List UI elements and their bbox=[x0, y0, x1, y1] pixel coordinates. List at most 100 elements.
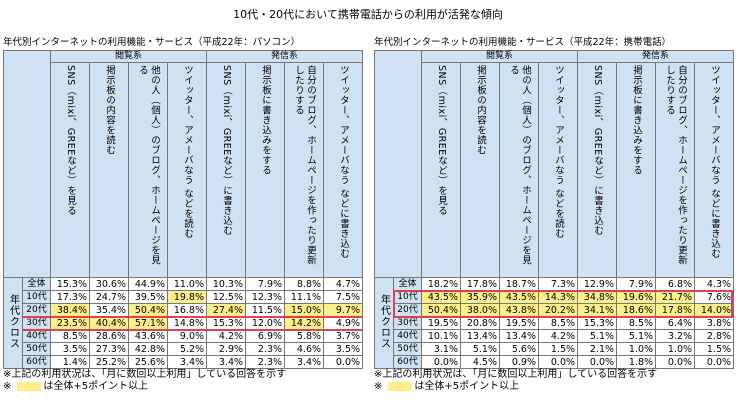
value-cell: 10.3% bbox=[206, 277, 247, 291]
value-cell: 40.4% bbox=[89, 316, 129, 330]
highlight-legend: ※ は全体+5ポイント以上 bbox=[3, 381, 362, 393]
value-cell: 4.2% bbox=[206, 329, 247, 343]
value-cell: 19.8% bbox=[166, 290, 208, 304]
value-cell: 6.9% bbox=[245, 329, 286, 343]
column-header: SNS（mixi、GREEなど）に書き込む bbox=[577, 62, 618, 278]
value-cell: 4.6% bbox=[284, 342, 325, 356]
corner-cell bbox=[3, 50, 51, 278]
panel-title: 年代別インターネットの利用機能・サービス（平成22年：パソコン） bbox=[3, 37, 301, 48]
value-cell: 3.8% bbox=[694, 316, 735, 330]
emphasis-underline bbox=[22, 328, 362, 331]
value-cell: 2.9% bbox=[206, 342, 247, 356]
value-cell: 0.0% bbox=[537, 355, 579, 369]
row-label: 全体 bbox=[22, 277, 51, 291]
table-row: 60代 0.0% 4.5% 0.9% 0.0% 0.0% 1.8% 0.0% 0.0% bbox=[375, 355, 735, 369]
value-cell: 17.3% bbox=[50, 290, 90, 304]
value-cell: 2.1% bbox=[577, 342, 618, 356]
value-cell: 5.2% bbox=[166, 342, 208, 356]
value-cell: 1.4% bbox=[50, 355, 90, 369]
highlight-legend-text: は全体+5ポイント以上 bbox=[414, 381, 520, 392]
row-label: 10代 bbox=[393, 290, 422, 304]
value-cell: 9.7% bbox=[323, 303, 364, 317]
row-label: 20代 bbox=[22, 303, 51, 317]
table-row: 20代 38.4% 35.4% 50.4% 16.8% 27.4% 11.5% 15.0% 9.… bbox=[4, 303, 364, 317]
value-cell: 9.0% bbox=[166, 329, 208, 343]
corner-cell bbox=[374, 50, 422, 278]
value-cell: 1.5% bbox=[537, 342, 579, 356]
value-cell: 10.1% bbox=[421, 329, 461, 343]
value-cell: 25.6% bbox=[128, 355, 168, 369]
value-cell: 2.3% bbox=[245, 342, 286, 356]
value-cell: 3.2% bbox=[655, 329, 696, 343]
table-row: 年代クロス 全体 18.2% 17.8% 18.7% 7.3% 12.9% 7.9% 6.8% 4… bbox=[374, 277, 735, 369]
table-row: 50代 3.5% 27.3% 42.8% 5.2% 2.9% 2.3% 4.6% 3.5% bbox=[4, 342, 364, 356]
column-header-label: 他の人（個人）のブログ、ホームページを見る bbox=[508, 65, 531, 265]
table-row: 40代 10.1% 13.4% 13.4% 4.2% 5.1% 5.1% 3.2% 2.8% bbox=[375, 329, 735, 343]
group-header-post: 発信系 bbox=[206, 50, 364, 63]
value-cell: 6.4% bbox=[655, 316, 696, 330]
highlight-legend-text: は全体+5ポイント以上 bbox=[43, 381, 149, 392]
value-cell: 27.4% bbox=[206, 303, 247, 317]
value-cell: 1.0% bbox=[655, 342, 696, 356]
value-cell: 5.1% bbox=[616, 329, 657, 343]
row-label: 40代 bbox=[22, 329, 51, 343]
column-header-label: 掲示板に書き込みをする bbox=[631, 65, 643, 175]
value-cell: 13.4% bbox=[499, 329, 539, 343]
value-cell: 27.3% bbox=[89, 342, 129, 356]
highlight-legend-mark: ※ bbox=[3, 381, 12, 392]
value-cell: 20.2% bbox=[537, 303, 579, 317]
age-group-side-label: 年代クロス bbox=[3, 277, 23, 369]
row-label: 50代 bbox=[22, 342, 51, 356]
column-header: 掲示板の内容を読む bbox=[460, 62, 500, 278]
value-cell: 1.8% bbox=[616, 355, 657, 369]
row-label: 60代 bbox=[22, 355, 51, 369]
value-cell: 8.8% bbox=[284, 277, 325, 291]
value-cell: 2.3% bbox=[245, 355, 286, 369]
column-header: 掲示板に書き込みをする bbox=[616, 62, 657, 278]
column-header-label: 自分のブログ、ホームページを作ったり更新したりする bbox=[664, 65, 688, 265]
value-cell: 3.5% bbox=[323, 342, 364, 356]
value-cell: 8.5% bbox=[50, 329, 90, 343]
value-cell: 3.7% bbox=[323, 329, 364, 343]
emphasis-box bbox=[393, 289, 733, 318]
value-cell: 30.6% bbox=[89, 277, 129, 291]
column-header: 他の人（個人）のブログ、ホームページを見る bbox=[128, 62, 168, 278]
column-header-label: ツイッター、アメーバなう などを読む bbox=[182, 65, 193, 239]
value-cell: 19.5% bbox=[421, 316, 461, 330]
value-cell: 14.0% bbox=[694, 303, 735, 317]
column-header-label: SNS（mixi、GREEなど）を見る bbox=[65, 65, 76, 216]
column-header: ツイッター、アメーバなう などを読む bbox=[166, 62, 208, 278]
value-cell: 42.8% bbox=[128, 342, 168, 356]
value-cell: 1.5% bbox=[694, 342, 735, 356]
value-cell: 0.9% bbox=[499, 355, 539, 369]
column-header: ツイッター、アメーバなう などに書き込む bbox=[694, 62, 735, 278]
column-header-label: SNS（mixi、GREEなど）に書き込む bbox=[221, 65, 233, 236]
panel-title: 年代別インターネットの利用機能・サービス（平成22年：携帯電話） bbox=[374, 37, 672, 48]
value-cell: 2.8% bbox=[694, 329, 735, 343]
column-header: SNS（mixi、GREEなど）を見る bbox=[50, 62, 90, 278]
column-header: 自分のブログ、ホームページを作ったり更新したりする bbox=[655, 62, 696, 278]
value-cell: 5.1% bbox=[460, 342, 500, 356]
value-cell: 38.4% bbox=[50, 303, 90, 317]
highlight-legend: ※ は全体+5ポイント以上 bbox=[374, 381, 733, 393]
value-cell: 12.5% bbox=[206, 290, 247, 304]
value-cell: 28.6% bbox=[89, 329, 129, 343]
usage-note: ※上記の利用状況は、「月に数回以上利用」している回答を示す bbox=[374, 369, 658, 380]
value-cell: 3.4% bbox=[166, 355, 208, 369]
value-cell: 0.0% bbox=[655, 355, 696, 369]
mobile-panel: 年代別インターネットの利用機能・サービス（平成22年：携帯電話） 閲覧系 発信系 SN… bbox=[374, 36, 735, 393]
value-cell: 25.2% bbox=[89, 355, 129, 369]
row-label: 全体 bbox=[393, 277, 422, 291]
value-cell: 4.2% bbox=[537, 329, 579, 343]
value-cell: 7.9% bbox=[245, 277, 286, 291]
table-row: 30代 19.5% 20.8% 19.5% 8.5% 15.3% 8.5% 6.4% 3.8% bbox=[375, 316, 735, 330]
value-cell: 3.1% bbox=[421, 342, 461, 356]
value-cell: 0.0% bbox=[421, 355, 461, 369]
value-cell: 11.1% bbox=[284, 290, 325, 304]
row-label: 40代 bbox=[393, 329, 422, 343]
usage-table: 閲覧系 発信系 SNS（mixi、GREEなど）を見る 掲示板の内容を読む 他の人（個人… bbox=[3, 50, 364, 369]
row-label: 60代 bbox=[393, 355, 422, 369]
table-row: 60代 1.4% 25.2% 25.6% 3.4% 3.4% 2.3% 3.4% 0.0% bbox=[4, 355, 364, 369]
value-cell: 44.9% bbox=[128, 277, 168, 291]
value-cell: 50.4% bbox=[128, 303, 168, 317]
